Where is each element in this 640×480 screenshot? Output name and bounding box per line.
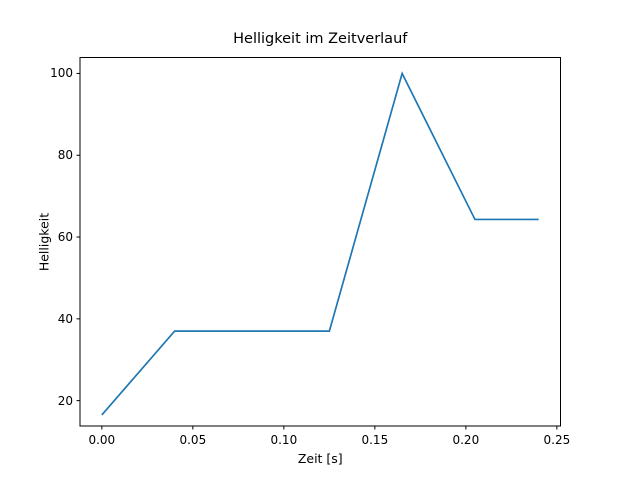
tick-marks: [76, 72, 558, 430]
y-tick-label: 100: [50, 66, 73, 81]
x-tick-label: 0.15: [361, 433, 389, 447]
x-tick-label: 0.05: [179, 433, 207, 447]
y-tick-label: 20: [57, 393, 73, 408]
y-tick-label: 80: [57, 148, 73, 163]
x-tick-label: 0.10: [270, 433, 298, 447]
chart-title: Helligkeit im Zeitverlauf: [233, 31, 408, 47]
helligkeit-line: [101, 71, 539, 416]
x-axis-label: Zeit [s]: [297, 451, 343, 466]
x-tick-label: 0.00: [88, 433, 116, 447]
x-tick-label: 0.20: [452, 433, 480, 447]
y-tick-label: 40: [57, 311, 73, 326]
x-tick-label: 0.25: [543, 433, 571, 447]
y-tick-label: 60: [57, 230, 73, 245]
axes-spines: [79, 57, 561, 427]
